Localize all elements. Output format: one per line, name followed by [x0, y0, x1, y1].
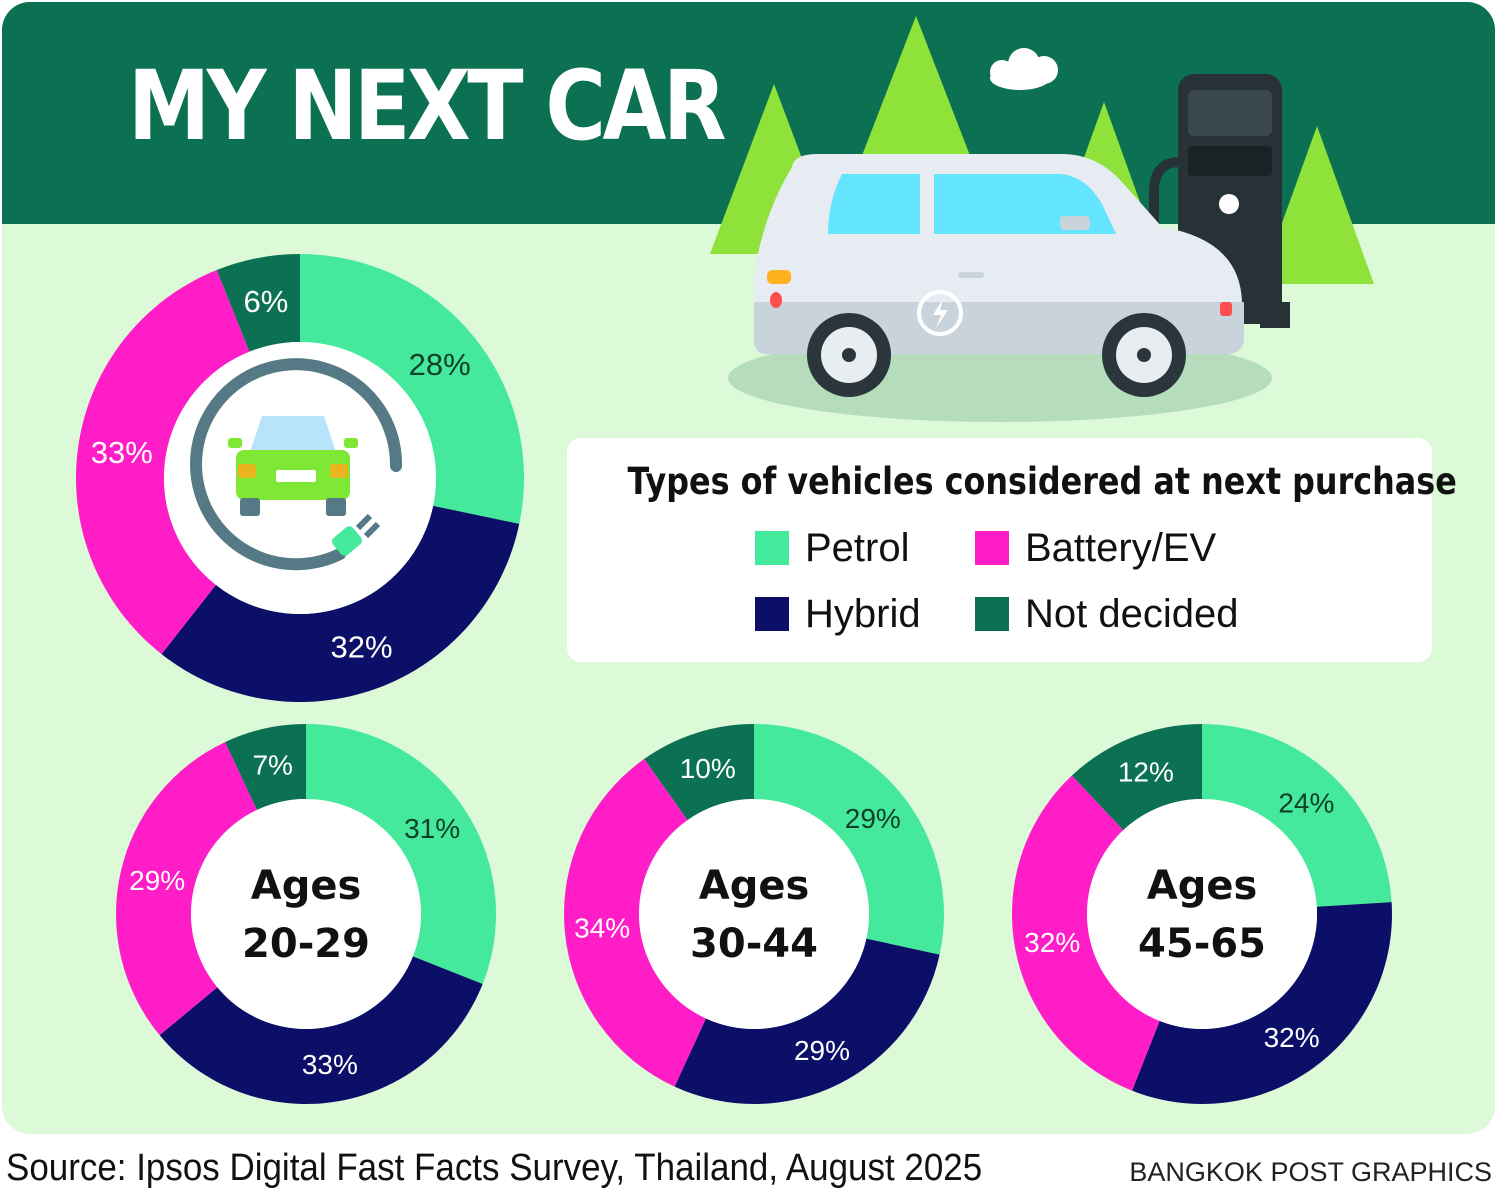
infographic-card: MY NEXT CAR — [2, 2, 1495, 1134]
donut-chart-3: 24% 32% 32% 12% Ages 45-65 — [1012, 724, 1392, 1105]
slice-not-decided — [1071, 724, 1202, 831]
slice-hybrid — [159, 956, 483, 1104]
slice-hybrid — [674, 938, 940, 1104]
legend-item-petrol: Petrol — [755, 526, 910, 570]
slice-petrol — [1202, 724, 1392, 907]
legend-swatch-battery-ev — [975, 531, 1009, 565]
donut-hole — [639, 799, 869, 1029]
center-label: 30-44 — [690, 921, 818, 967]
slice-petrol — [306, 724, 497, 984]
slice-petrol — [754, 724, 944, 955]
data-label-hybrid: 32% — [1264, 1022, 1320, 1053]
footer-source: Source: Ipsos Digital Fast Facts Survey,… — [6, 1147, 983, 1189]
slice-hybrid — [1132, 902, 1392, 1105]
electric-car-illustration — [754, 154, 1244, 397]
donut-chart-1: 31% 33% 29% 7% Ages 20-29 — [116, 724, 497, 1104]
header-illustration — [710, 16, 1374, 422]
data-label-petrol: 29% — [845, 803, 901, 834]
donut-chart-2: 29% 29% 34% 10% Ages 30-44 — [564, 724, 944, 1104]
data-label-hybrid: 32% — [331, 630, 393, 665]
donut-chart-0: 28% 32% 33% 6% — [76, 254, 524, 702]
slice-battery-ev — [1012, 775, 1160, 1091]
ev-car-plug-icon — [190, 358, 403, 571]
slice-hybrid — [161, 505, 520, 702]
data-label-not-decided: 7% — [252, 750, 292, 781]
legend-swatch-hybrid — [755, 597, 789, 631]
slice-petrol — [300, 254, 524, 524]
slice-battery-ev — [564, 758, 706, 1087]
data-label-not-decided: 12% — [1118, 757, 1174, 788]
slice-battery-ev — [76, 270, 250, 655]
slice-not-decided — [644, 724, 754, 821]
legend-title: Types of vehicles considered at next pur… — [627, 460, 1457, 503]
donut-hole — [1087, 799, 1317, 1029]
slice-not-decided — [225, 724, 306, 810]
legend-item-battery-ev: Battery/EV — [975, 526, 1216, 570]
center-label: 20-29 — [242, 921, 370, 967]
page-title: MY NEXT CAR — [128, 50, 727, 162]
legend-label-battery-ev: Battery/EV — [1025, 525, 1217, 570]
data-label-hybrid: 29% — [794, 1035, 850, 1066]
data-label-battery-ev: 29% — [129, 865, 185, 896]
slice-not-decided — [216, 254, 300, 352]
footer-credit: BANGKOK POST GRAPHICS — [1129, 1157, 1492, 1187]
legend-swatch-not-decided — [975, 597, 1009, 631]
legend-swatch-petrol — [755, 531, 789, 565]
cloud-icon — [990, 48, 1058, 90]
data-label-hybrid: 33% — [302, 1049, 358, 1080]
center-label: 45-65 — [1138, 921, 1266, 967]
data-label-petrol: 28% — [409, 347, 471, 382]
legend-label-petrol: Petrol — [805, 525, 910, 570]
legend-item-not-decided: Not decided — [975, 592, 1238, 636]
legend-label-hybrid: Hybrid — [805, 591, 921, 636]
center-label: Ages — [699, 863, 810, 909]
data-label-battery-ev: 32% — [1024, 927, 1080, 958]
data-label-petrol: 24% — [1278, 787, 1334, 818]
legend-label-not-decided: Not decided — [1025, 591, 1239, 636]
center-label: Ages — [1147, 863, 1258, 909]
donut-hole — [191, 799, 421, 1029]
data-label-not-decided: 6% — [244, 284, 289, 319]
data-label-not-decided: 10% — [680, 753, 736, 784]
legend-item-hybrid: Hybrid — [755, 592, 921, 636]
center-label: Ages — [251, 863, 362, 909]
data-label-battery-ev: 33% — [91, 435, 153, 470]
slice-battery-ev — [116, 742, 258, 1036]
data-label-battery-ev: 34% — [574, 913, 630, 944]
data-label-petrol: 31% — [404, 813, 460, 844]
donut-charts: 28% 32% 33% 6% 31% 33% 29% 7% Ages 20-29 29% 29% 34%… — [76, 254, 1392, 1105]
legend-box: Types of vehicles considered at next pur… — [567, 438, 1457, 662]
